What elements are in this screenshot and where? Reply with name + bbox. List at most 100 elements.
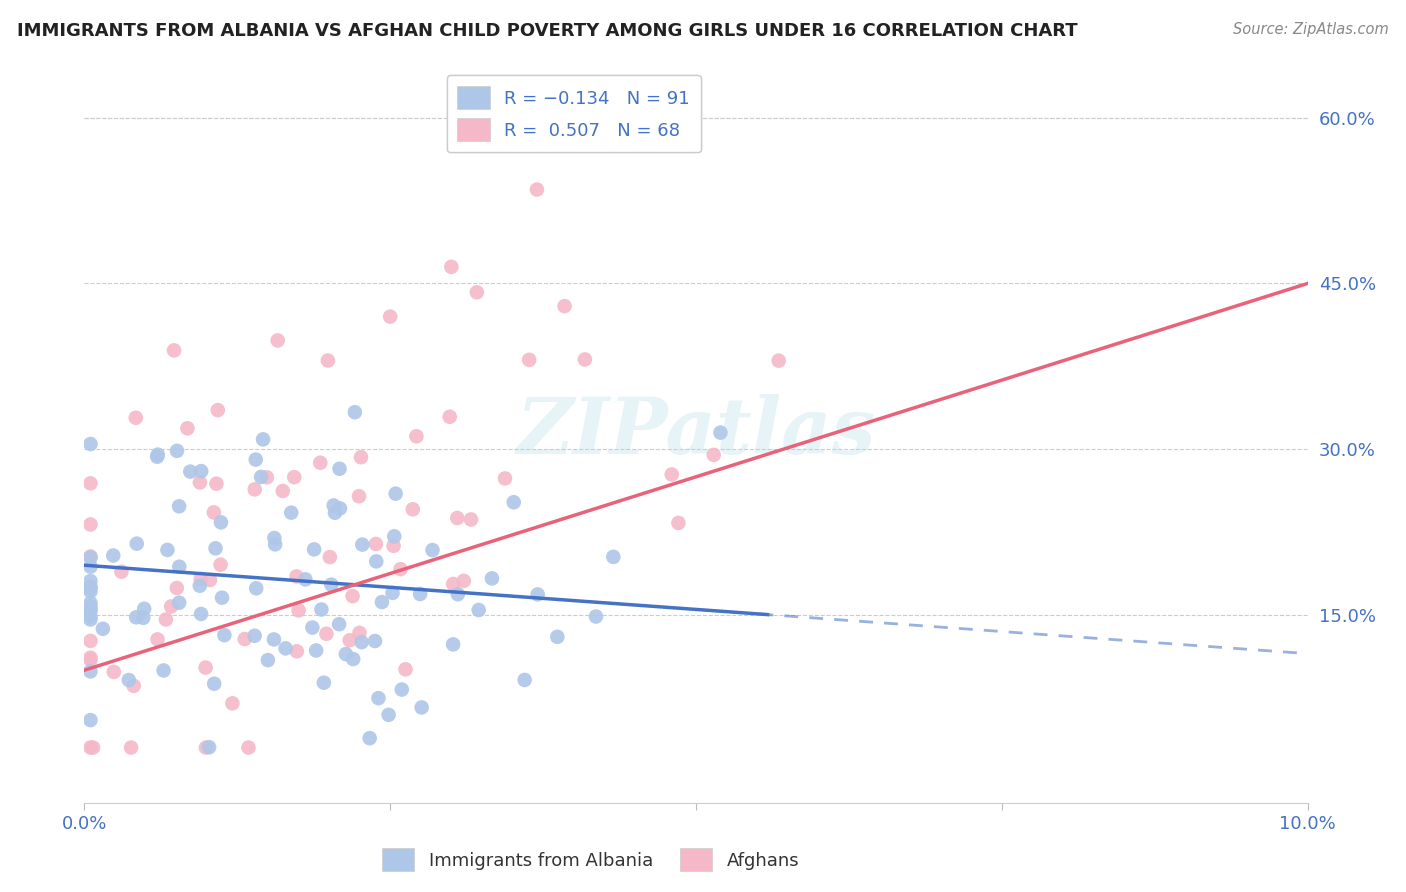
Point	[125, 610, 148, 624]
Point	[256, 470, 278, 484]
Point	[91, 622, 114, 636]
Point	[214, 628, 236, 642]
Point	[132, 611, 155, 625]
Point	[198, 573, 221, 587]
Point	[134, 601, 156, 615]
Point	[513, 673, 536, 687]
Point	[209, 558, 232, 572]
Point	[266, 334, 288, 348]
Point	[460, 512, 482, 526]
Point	[202, 676, 225, 690]
Point	[122, 679, 145, 693]
Point	[146, 450, 169, 464]
Point	[103, 549, 125, 563]
Point	[321, 577, 343, 591]
Point	[377, 707, 399, 722]
Legend: R = −0.134   N = 91, R =  0.507   N = 68: R = −0.134 N = 91, R = 0.507 N = 68	[447, 75, 700, 153]
Point	[441, 637, 464, 651]
Point	[79, 740, 101, 755]
Point	[79, 650, 101, 665]
Point	[120, 740, 142, 755]
Point	[585, 609, 607, 624]
Point	[311, 602, 333, 616]
Point	[668, 516, 690, 530]
Point	[350, 450, 373, 465]
Point	[250, 470, 273, 484]
Point	[243, 629, 266, 643]
Y-axis label: Child Poverty Among Girls Under 16: Child Poverty Among Girls Under 16	[0, 283, 8, 582]
Point	[342, 652, 364, 666]
Point	[198, 740, 221, 755]
Point	[364, 537, 387, 551]
Point	[335, 647, 357, 661]
Point	[384, 486, 406, 500]
Point	[465, 285, 488, 300]
Point	[194, 740, 217, 755]
Point	[271, 483, 294, 498]
Point	[703, 448, 725, 462]
Point	[188, 475, 211, 490]
Text: Source: ZipAtlas.com: Source: ZipAtlas.com	[1233, 22, 1389, 37]
Point	[79, 517, 101, 532]
Point	[79, 581, 101, 595]
Point	[125, 410, 148, 425]
Point	[312, 675, 335, 690]
Point	[125, 536, 148, 550]
Point	[371, 595, 394, 609]
Point	[359, 731, 381, 746]
Point	[389, 562, 412, 576]
Point	[79, 437, 101, 451]
Point	[118, 673, 141, 687]
Point	[194, 660, 217, 674]
Point	[79, 559, 101, 574]
Point	[574, 352, 596, 367]
Point	[146, 632, 169, 647]
Point	[481, 571, 503, 585]
Point	[316, 353, 339, 368]
Point	[366, 554, 388, 568]
Point	[391, 682, 413, 697]
Point	[252, 433, 274, 447]
Point	[190, 464, 212, 478]
Point	[190, 572, 212, 586]
Point	[243, 483, 266, 497]
Point	[82, 740, 104, 755]
Point	[287, 603, 309, 617]
Point	[322, 499, 344, 513]
Point	[602, 549, 624, 564]
Point	[79, 665, 101, 679]
Point	[79, 574, 101, 588]
Point	[188, 579, 211, 593]
Point	[176, 421, 198, 435]
Point	[467, 603, 489, 617]
Point	[382, 539, 405, 553]
Point	[79, 584, 101, 599]
Point	[440, 260, 463, 274]
Point	[245, 452, 267, 467]
Point	[79, 599, 101, 614]
Point	[285, 569, 308, 583]
Point	[709, 425, 731, 440]
Point	[79, 609, 101, 624]
Point	[238, 740, 260, 755]
Point	[381, 586, 404, 600]
Point	[79, 613, 101, 627]
Point	[305, 643, 328, 657]
Point	[446, 511, 468, 525]
Point	[343, 405, 366, 419]
Point	[447, 587, 470, 601]
Point	[367, 691, 389, 706]
Point	[422, 543, 444, 558]
Point	[152, 664, 174, 678]
Point	[245, 582, 267, 596]
Point	[494, 471, 516, 485]
Point	[439, 409, 461, 424]
Point	[546, 630, 568, 644]
Point	[204, 541, 226, 556]
Point	[411, 700, 433, 714]
Point	[155, 612, 177, 626]
Point	[79, 580, 101, 594]
Point	[257, 653, 280, 667]
Point	[285, 644, 308, 658]
Point	[329, 501, 352, 516]
